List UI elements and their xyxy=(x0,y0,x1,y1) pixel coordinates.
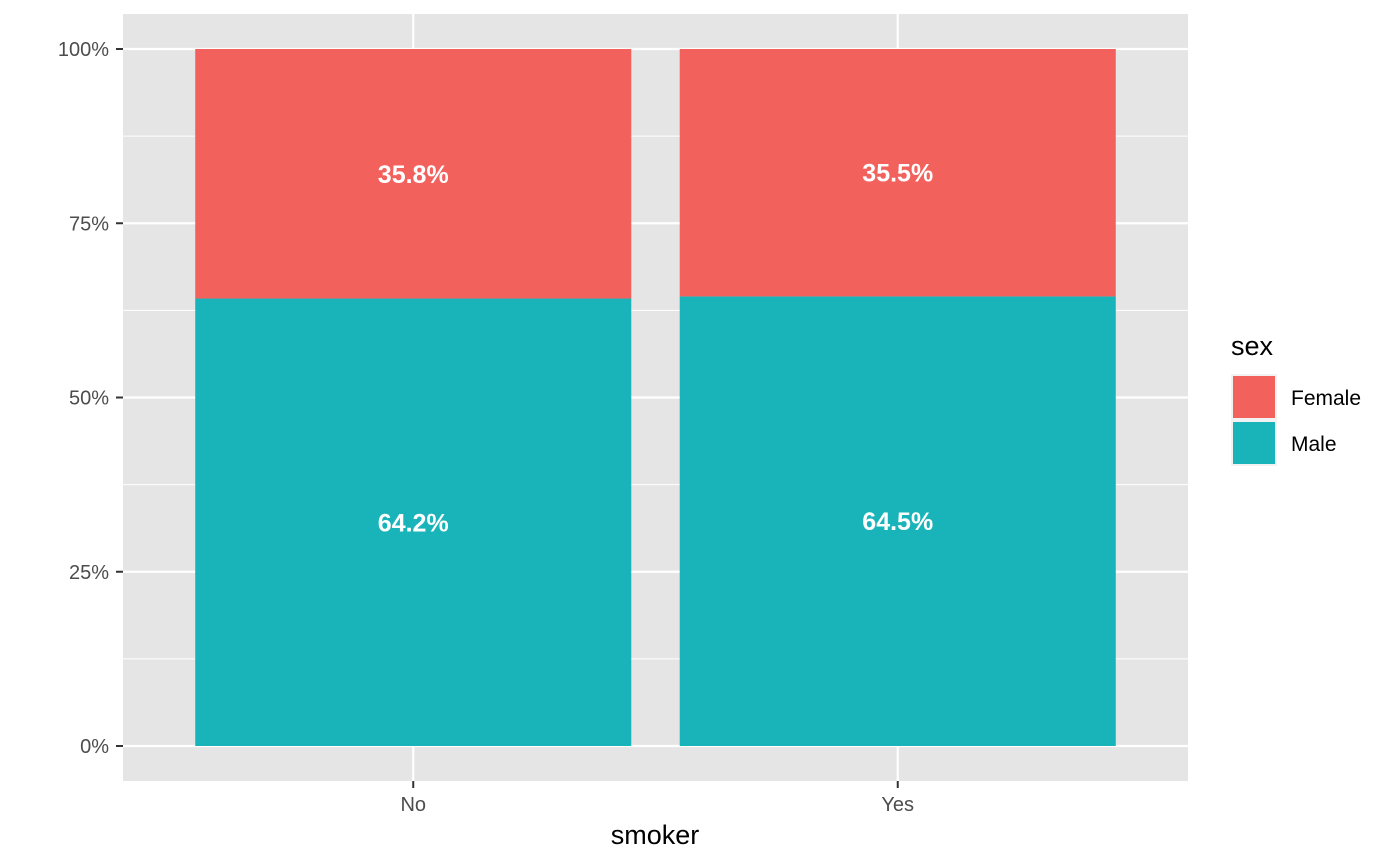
legend-label-female: Female xyxy=(1291,387,1361,410)
bars xyxy=(195,49,1116,746)
data-labels: 64.2% 35.8% 64.5% 35.5% xyxy=(378,160,933,538)
y-tick-label: 25% xyxy=(69,562,109,584)
bar-female-yes xyxy=(679,49,1116,297)
legend: sex Female Male xyxy=(1231,331,1361,466)
legend-label-male: Male xyxy=(1291,433,1337,456)
y-tick-label: 100% xyxy=(58,39,109,61)
data-label-male-no: 64.2% xyxy=(378,509,449,537)
bar-male-yes xyxy=(679,296,1116,746)
bar-male-no xyxy=(195,298,632,746)
y-tick-label: 50% xyxy=(69,388,109,410)
data-label-female-no: 35.8% xyxy=(378,161,449,189)
y-axis: 0% 25% 50% 75% 100% xyxy=(58,39,123,758)
bar-female-no xyxy=(195,49,632,299)
x-axis-title: smoker xyxy=(611,820,700,850)
data-label-female-yes: 35.5% xyxy=(862,160,933,188)
x-axis: No Yes xyxy=(400,781,914,816)
legend-title: sex xyxy=(1231,331,1274,361)
y-tick-label: 0% xyxy=(80,736,109,758)
legend-swatch-male xyxy=(1233,422,1275,464)
y-tick-label: 75% xyxy=(69,213,109,235)
x-tick-label: No xyxy=(400,794,426,816)
legend-swatch-female xyxy=(1233,376,1275,418)
data-label-male-yes: 64.5% xyxy=(862,508,933,536)
x-tick-label: Yes xyxy=(881,794,914,816)
